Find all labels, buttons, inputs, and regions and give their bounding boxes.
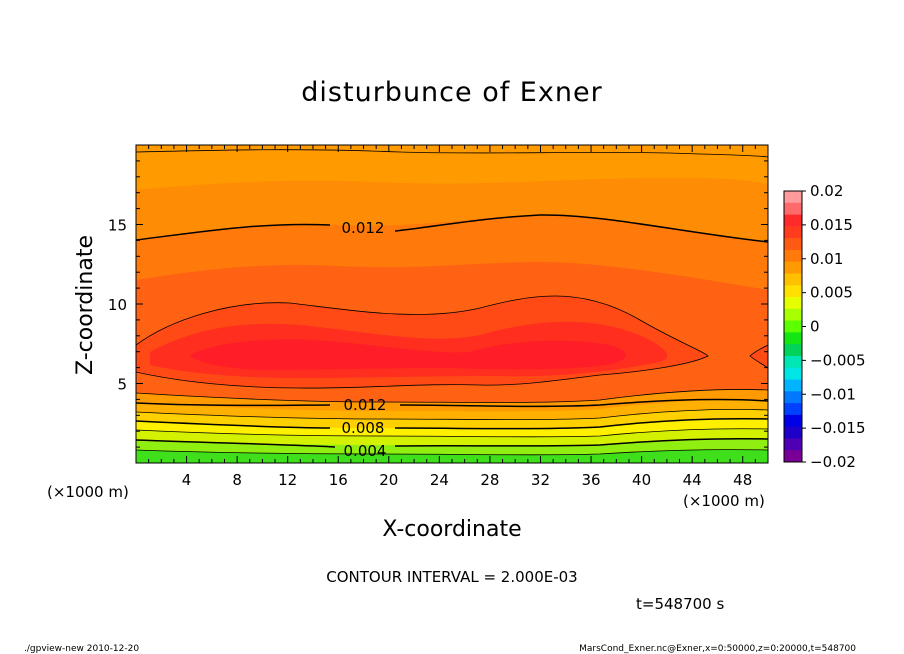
contour-line-0012-upper bbox=[136, 214, 768, 243]
colorbar-label: −0.015 bbox=[810, 419, 866, 437]
colorbar-segment bbox=[784, 391, 802, 404]
y-tick-label: 5 bbox=[117, 376, 127, 394]
colorbar-segment bbox=[784, 367, 802, 381]
x-tick-label: 36 bbox=[581, 471, 600, 489]
colorbar-segment bbox=[784, 261, 802, 274]
colorbar-segment bbox=[784, 226, 802, 239]
colorbar-label: −0.01 bbox=[810, 385, 856, 403]
colorbar-segment bbox=[784, 426, 802, 439]
x-tick-labels: 4 8 12 16 20 24 28 32 36 40 44 48 bbox=[182, 471, 752, 489]
colorbar-segment bbox=[784, 450, 802, 463]
colorbar-segment bbox=[784, 332, 802, 345]
colorbar-segment bbox=[784, 414, 802, 428]
contour-label: 0.008 bbox=[342, 419, 385, 437]
colorbar-segment bbox=[784, 202, 802, 216]
x-axis-title: X-coordinate bbox=[382, 517, 521, 542]
colorbar-label: −0.005 bbox=[810, 351, 866, 369]
colorbar-segment bbox=[784, 379, 802, 392]
x-tick-label: 24 bbox=[430, 471, 449, 489]
colorbar-segment bbox=[784, 191, 802, 204]
colorbar-label: 0.01 bbox=[810, 250, 843, 268]
footer-right: MarsCond_Exner.nc@Exner,x=0:50000,z=0:20… bbox=[579, 644, 856, 654]
time-stamp: t=548700 s bbox=[636, 595, 724, 613]
colorbar-segment bbox=[784, 438, 802, 451]
colorbar-label: 0.015 bbox=[810, 216, 853, 234]
colorbar-segment bbox=[784, 297, 802, 310]
colorbar-labels: 0.02 0.015 0.01 0.005 0 −0.005 −0.01 −0.015 −0.0… bbox=[802, 182, 866, 471]
y-tick-label: 10 bbox=[108, 296, 127, 314]
x-tick-label: 8 bbox=[232, 471, 242, 489]
colorbar-segment bbox=[784, 285, 802, 298]
chart-title: disturbunce of Exner bbox=[301, 77, 602, 108]
band-6 bbox=[190, 339, 627, 370]
x-unit-left: (×1000 m) bbox=[47, 483, 129, 501]
y-tick-labels: 5 10 15 bbox=[108, 217, 127, 394]
y-axis-title: Z-coordinate bbox=[73, 235, 98, 375]
y-tick-label: 15 bbox=[108, 217, 127, 235]
x-tick-label: 4 bbox=[182, 471, 192, 489]
colorbar-segment bbox=[784, 355, 802, 369]
contour-interval: CONTOUR INTERVAL = 2.000E-03 bbox=[326, 568, 577, 586]
colorbar-segment bbox=[784, 273, 802, 286]
band-13 bbox=[136, 449, 768, 463]
colorbar-segment bbox=[784, 320, 802, 333]
x-tick-label: 12 bbox=[278, 471, 297, 489]
contour-label: 0.012 bbox=[344, 396, 387, 414]
contour-line-0012-lower bbox=[136, 398, 768, 408]
x-tick-label: 16 bbox=[329, 471, 348, 489]
colorbar-segment bbox=[784, 214, 802, 227]
colorbar-label: 0 bbox=[810, 318, 820, 336]
x-tick-label: 44 bbox=[683, 471, 702, 489]
x-axis-ticks bbox=[148, 145, 756, 463]
x-tick-label: 28 bbox=[480, 471, 499, 489]
x-unit-right: (×1000 m) bbox=[683, 492, 765, 510]
contour-line-0004 bbox=[136, 438, 768, 448]
colorbar-segment bbox=[784, 403, 802, 416]
footer-left: ./gpview-new 2010-12-20 bbox=[24, 644, 139, 654]
colorbar-label: −0.02 bbox=[810, 453, 856, 471]
colorbar bbox=[784, 191, 802, 463]
contour-lines bbox=[136, 149, 768, 456]
y-axis-ticks bbox=[136, 160, 768, 448]
colorbar-segment bbox=[784, 344, 802, 357]
colorbar-segment bbox=[784, 308, 802, 322]
band-4b bbox=[750, 345, 768, 368]
contour-fill bbox=[136, 145, 768, 463]
colorbar-segment bbox=[784, 249, 802, 263]
x-tick-label: 40 bbox=[632, 471, 651, 489]
colorbar-label: 0.02 bbox=[810, 182, 843, 200]
x-tick-label: 48 bbox=[733, 471, 752, 489]
x-tick-label: 20 bbox=[379, 471, 398, 489]
colorbar-label: 0.005 bbox=[810, 284, 853, 302]
contour-labels: 0.012 0.012 0.008 0.004 bbox=[342, 219, 387, 460]
contour-label: 0.012 bbox=[342, 219, 385, 237]
contour-line-0008 bbox=[136, 418, 768, 430]
colorbar-segment bbox=[784, 238, 802, 251]
x-tick-label: 32 bbox=[531, 471, 550, 489]
contour-label: 0.004 bbox=[344, 442, 387, 460]
